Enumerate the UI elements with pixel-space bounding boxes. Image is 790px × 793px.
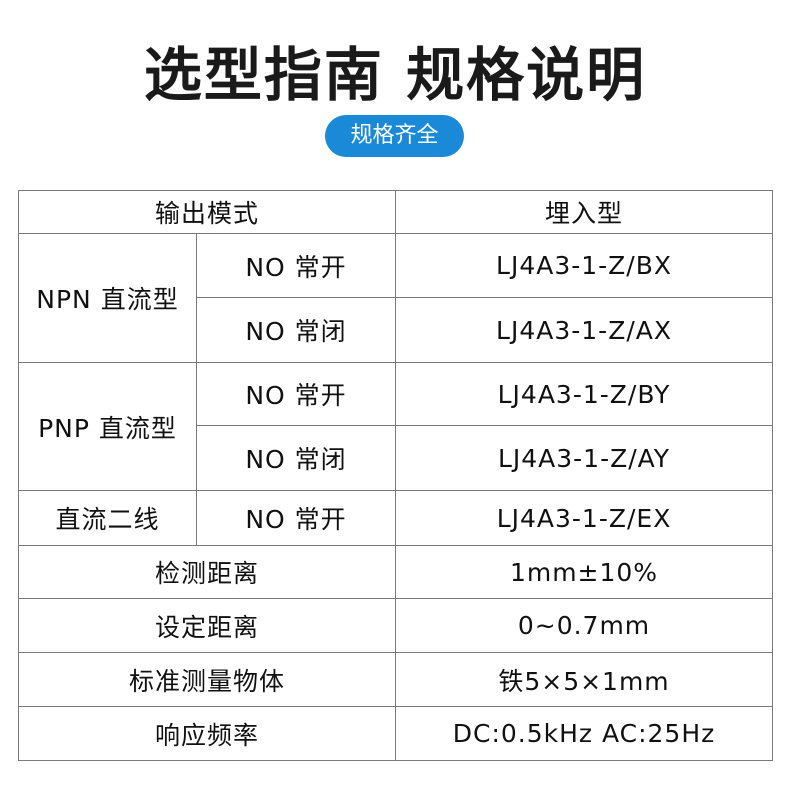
spec-value: 1mm±10% <box>395 545 774 599</box>
mode-cell: NO 常开 <box>195 490 397 546</box>
header-output-mode: 输出模式 <box>17 190 397 234</box>
model-cell: LJ4A3-1-Z/EX <box>395 490 774 546</box>
header-embedded-type: 埋入型 <box>395 190 774 234</box>
spec-value: 0~0.7mm <box>395 598 774 653</box>
spec-row: 响应频率 DC:0.5kHz AC:25Hz <box>17 706 774 761</box>
table-row: 直流二线 NO 常开 LJ4A3-1-Z/EX <box>18 490 774 546</box>
mode-cell: NO 常闭 <box>195 297 397 363</box>
spec-value: 铁5×5×1mm <box>395 652 774 707</box>
model-cell: LJ4A3-1-Z/AX <box>395 297 774 363</box>
page-title: 选型指南 规格说明 <box>143 41 647 109</box>
mode-cell: NO 常闭 <box>195 425 397 491</box>
spec-row: 标准测量物体 铁5×5×1mm <box>17 652 774 707</box>
model-cell: LJ4A3-1-Z/BY <box>395 362 774 426</box>
table-row: NPN 直流型 NO 常开 LJ4A3-1-Z/BX <box>18 233 774 363</box>
model-cell: LJ4A3-1-Z/BX <box>395 233 774 298</box>
table-row: NO 常闭 LJ4A3-1-Z/AX <box>19 297 774 363</box>
spec-table: 输出模式 埋入型 NPN 直流型 NO 常开 LJ4A3-1-Z/BX NO 常… <box>17 190 774 761</box>
spec-label: 检测距离 <box>17 545 397 599</box>
spec-row: 检测距离 1mm±10% <box>17 545 774 599</box>
spec-label: 设定距离 <box>17 598 397 653</box>
mode-cell: NO 常开 <box>195 233 397 298</box>
spec-value: DC:0.5kHz AC:25Hz <box>395 706 774 761</box>
model-cell: LJ4A3-1-Z/AY <box>395 425 774 491</box>
mode-cell: NO 常开 <box>195 362 397 426</box>
npn-label: NPN 直流型 <box>18 233 197 363</box>
pnp-label: PNP 直流型 <box>18 362 197 491</box>
specs-badge: 规格齐全 <box>325 115 464 157</box>
spec-label: 标准测量物体 <box>17 652 397 707</box>
table-header-row: 输出模式 埋入型 <box>17 190 774 234</box>
two-wire-label: 直流二线 <box>18 490 197 546</box>
spec-row: 设定距离 0~0.7mm <box>17 598 774 653</box>
table-row: PNP 直流型 NO 常开 LJ4A3-1-Z/BY <box>18 362 774 491</box>
spec-label: 响应频率 <box>17 706 397 761</box>
